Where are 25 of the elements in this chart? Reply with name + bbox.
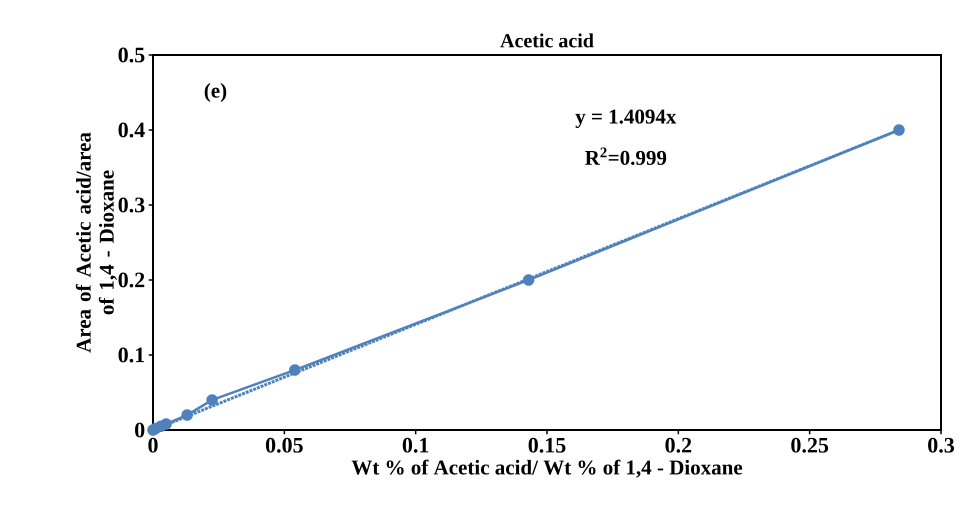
y-axis-title: Area of Acetic acid/area of 1,4 - Dioxane bbox=[76, 132, 117, 353]
x-axis-title: Wt % of Acetic acid/ Wt % of 1,4 - Dioxane bbox=[352, 460, 742, 478]
y-tick-label: 0.4 bbox=[118, 122, 145, 138]
y-tick-label: 0.2 bbox=[118, 272, 144, 288]
point bbox=[893, 124, 905, 136]
point bbox=[160, 418, 172, 430]
y-tick-label: 0.3 bbox=[118, 198, 144, 212]
annotation: y = 1.4094x bbox=[575, 110, 676, 128]
point bbox=[522, 274, 534, 286]
x-tick-label: 0.1 bbox=[402, 438, 428, 453]
annotation: (e) bbox=[204, 82, 226, 102]
x-tick-label: 0.3 bbox=[928, 438, 954, 453]
y-tick-label: 0.5 bbox=[118, 48, 144, 62]
x-tick-label: 0.15 bbox=[528, 438, 566, 453]
x-tick-label: 0.05 bbox=[266, 438, 303, 453]
x-tick-label: 0.25 bbox=[791, 438, 828, 453]
y-tick-label: 0.1 bbox=[118, 348, 144, 362]
x-tick-label: 0 bbox=[148, 438, 158, 453]
annotation: R$^{2}$=0.999 bbox=[585, 147, 666, 166]
y-tick-label: 0 bbox=[135, 422, 144, 438]
x-tick-label: 0.2 bbox=[665, 438, 692, 453]
point bbox=[206, 394, 218, 406]
point bbox=[181, 409, 193, 421]
point bbox=[289, 364, 301, 376]
chart-title: Acetic acid bbox=[500, 33, 594, 48]
